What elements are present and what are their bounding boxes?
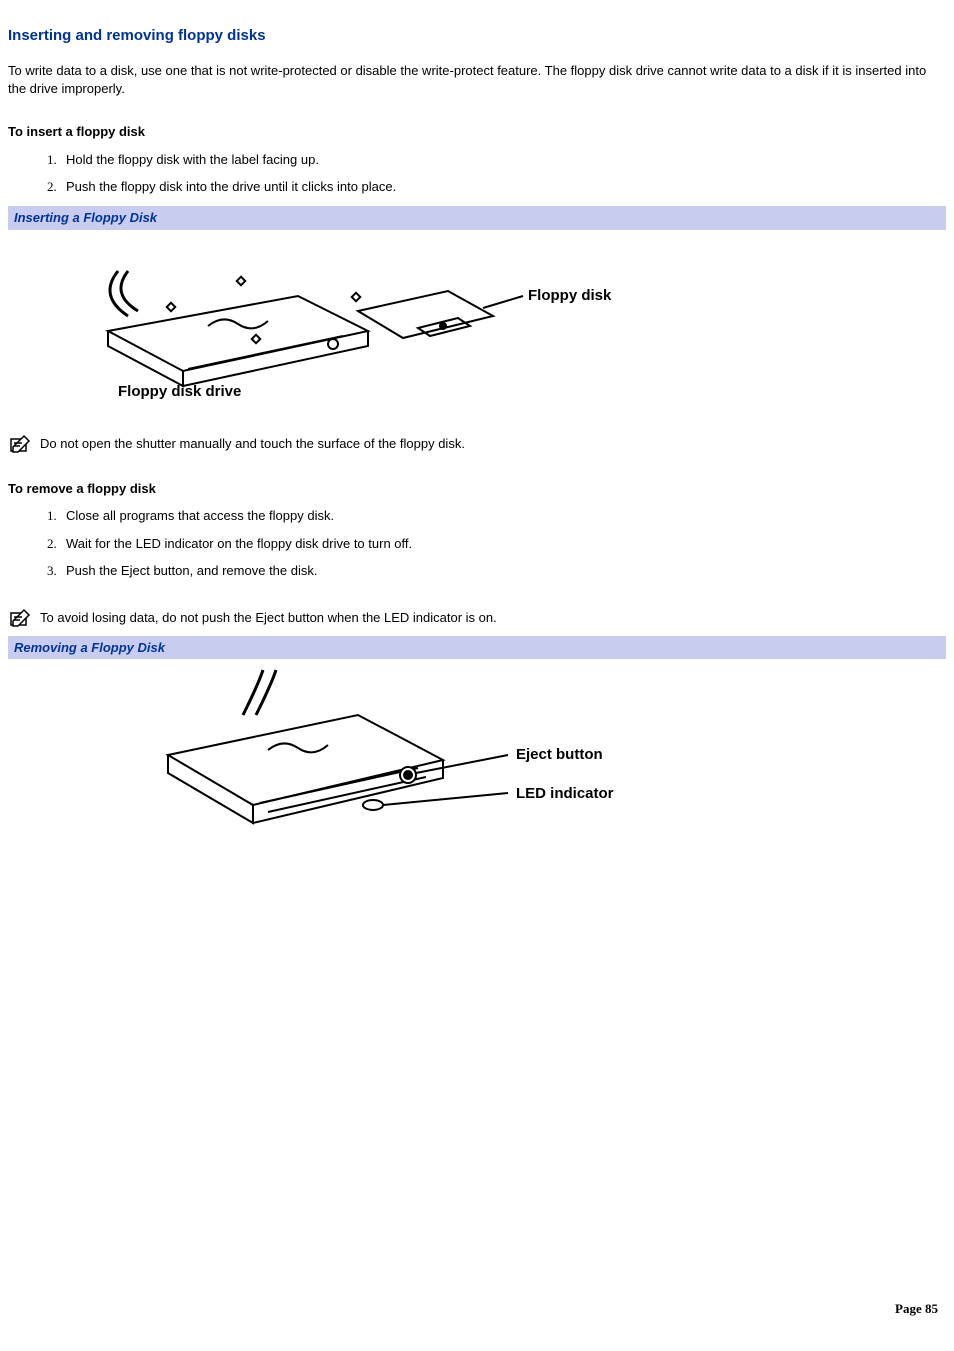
note-text: Do not open the shutter manually and tou… <box>40 435 465 453</box>
remove-steps: Close all programs that access the flopp… <box>8 507 946 580</box>
drive-label: Floppy disk drive <box>118 383 241 400</box>
remove-figure: Eject button LED indicator <box>8 665 946 835</box>
step-text: Push the floppy disk into the drive unti… <box>66 179 396 194</box>
eject-label: Eject button <box>516 746 603 763</box>
list-item: Close all programs that access the flopp… <box>60 507 946 525</box>
step-text: Close all programs that access the flopp… <box>66 508 334 523</box>
insert-subheading: To insert a floppy disk <box>8 123 946 141</box>
step-text: Push the Eject button, and remove the di… <box>66 563 317 578</box>
insert-diagram-svg: Floppy disk Floppy disk drive <box>88 236 648 406</box>
list-item: Push the floppy disk into the drive unti… <box>60 178 946 196</box>
step-text: Wait for the LED indicator on the floppy… <box>66 536 412 551</box>
list-item: Push the Eject button, and remove the di… <box>60 562 946 580</box>
note-1: Do not open the shutter manually and tou… <box>8 434 946 454</box>
note-text: To avoid losing data, do not push the Ej… <box>40 609 497 627</box>
insert-figure: Floppy disk Floppy disk drive <box>8 236 946 406</box>
remove-diagram-svg: Eject button LED indicator <box>148 665 668 835</box>
list-item: Wait for the LED indicator on the floppy… <box>60 535 946 553</box>
page-heading: Inserting and removing floppy disks <box>8 26 946 46</box>
remove-subheading: To remove a floppy disk <box>8 480 946 498</box>
footer-label: Page <box>895 1301 922 1316</box>
pencil-note-icon <box>8 608 32 628</box>
led-label: LED indicator <box>516 785 614 802</box>
insert-steps: Hold the floppy disk with the label faci… <box>8 151 946 196</box>
remove-caption-bar: Removing a Floppy Disk <box>8 636 946 660</box>
footer-page-number: 85 <box>925 1301 938 1316</box>
list-item: Hold the floppy disk with the label faci… <box>60 151 946 169</box>
intro-paragraph: To write data to a disk, use one that is… <box>8 62 946 97</box>
note-2: To avoid losing data, do not push the Ej… <box>8 608 946 628</box>
disk-label: Floppy disk <box>528 287 612 304</box>
page-footer: Page 85 <box>895 1300 938 1318</box>
step-text: Hold the floppy disk with the label faci… <box>66 152 319 167</box>
insert-caption-bar: Inserting a Floppy Disk <box>8 206 946 230</box>
pencil-note-icon <box>8 434 32 454</box>
